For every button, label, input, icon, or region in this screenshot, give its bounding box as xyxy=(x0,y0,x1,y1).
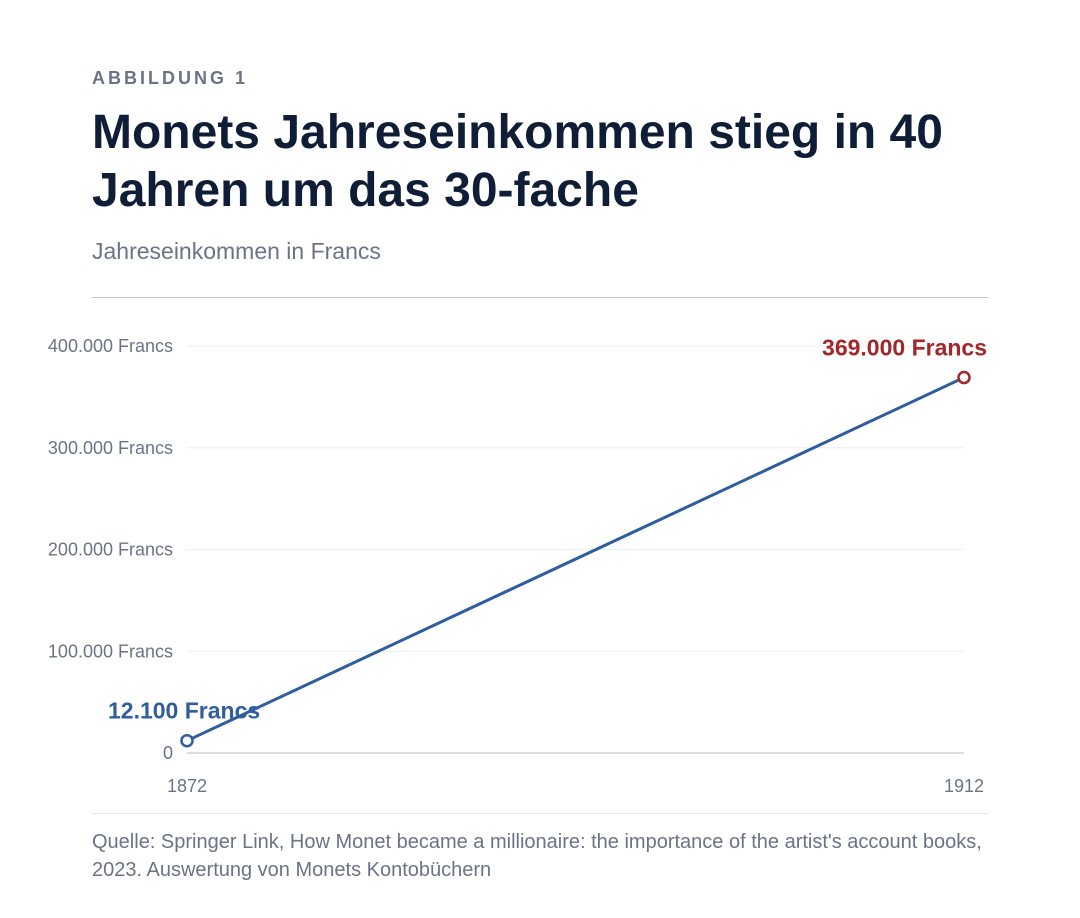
y-axis-ticks: 0 100.000 Francs 200.000 Francs 300.000 Fra… xyxy=(48,336,173,763)
y-tick-label: 100.000 Francs xyxy=(48,641,173,661)
data-label-start: 12.100 Francs xyxy=(108,698,260,724)
bottom-divider xyxy=(92,813,988,814)
figure-eyebrow: ABBILDUNG 1 xyxy=(92,68,249,88)
grid-lines xyxy=(187,345,964,754)
y-tick-label: 300.000 Francs xyxy=(48,438,173,458)
chart-subtitle: Jahreseinkommen in Francs xyxy=(92,238,381,264)
data-point xyxy=(180,733,194,748)
x-tick-label: 1872 xyxy=(167,776,207,796)
top-divider xyxy=(92,297,988,298)
data-label-end: 369.000 Francs xyxy=(822,335,987,361)
x-tick-label: 1912 xyxy=(944,776,984,796)
data-point xyxy=(957,370,971,385)
y-tick-label: 200.000 Francs xyxy=(48,540,173,560)
data-labels: 12.100 Francs 369.000 Francs xyxy=(108,335,987,724)
series xyxy=(180,370,971,748)
x-axis-ticks: 1872 1912 xyxy=(167,776,984,796)
chart-title: Monets Jahreseinkommen stieg in 40 Jahre… xyxy=(92,106,943,217)
series-line xyxy=(186,376,965,743)
y-tick-label: 0 xyxy=(163,743,173,763)
source-note: Quelle: Springer Link, How Monet became … xyxy=(92,831,982,881)
y-tick-label: 400.000 Francs xyxy=(48,336,173,356)
